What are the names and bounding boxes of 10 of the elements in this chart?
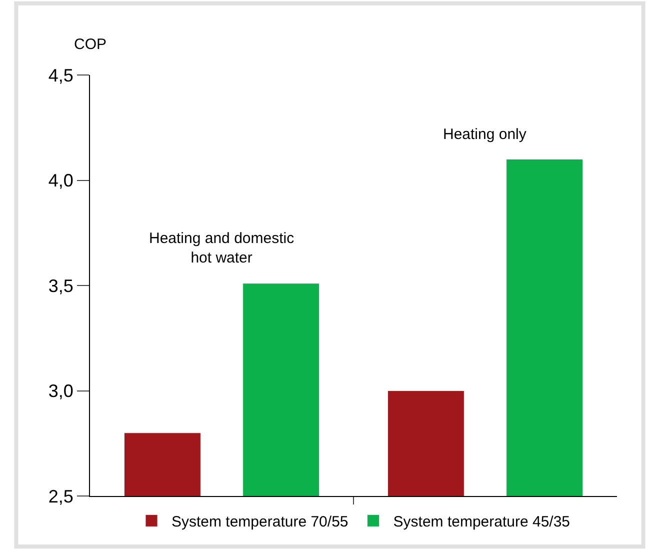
y-tick-label: 3,5 [48, 276, 74, 296]
y-tick-label: 4,5 [48, 65, 74, 86]
y-axis-title: COP [74, 36, 107, 53]
y-tick-label: 4,0 [48, 170, 74, 191]
legend-label: System temperature 70/55 [172, 514, 348, 531]
annotation: Heating only [443, 126, 527, 143]
y-tick-label: 3,0 [48, 381, 74, 402]
legend-label: System temperature 45/35 [393, 514, 570, 531]
y-tick-label: 2,5 [48, 486, 74, 506]
annotation: Heating and domestic hot water [149, 230, 295, 266]
